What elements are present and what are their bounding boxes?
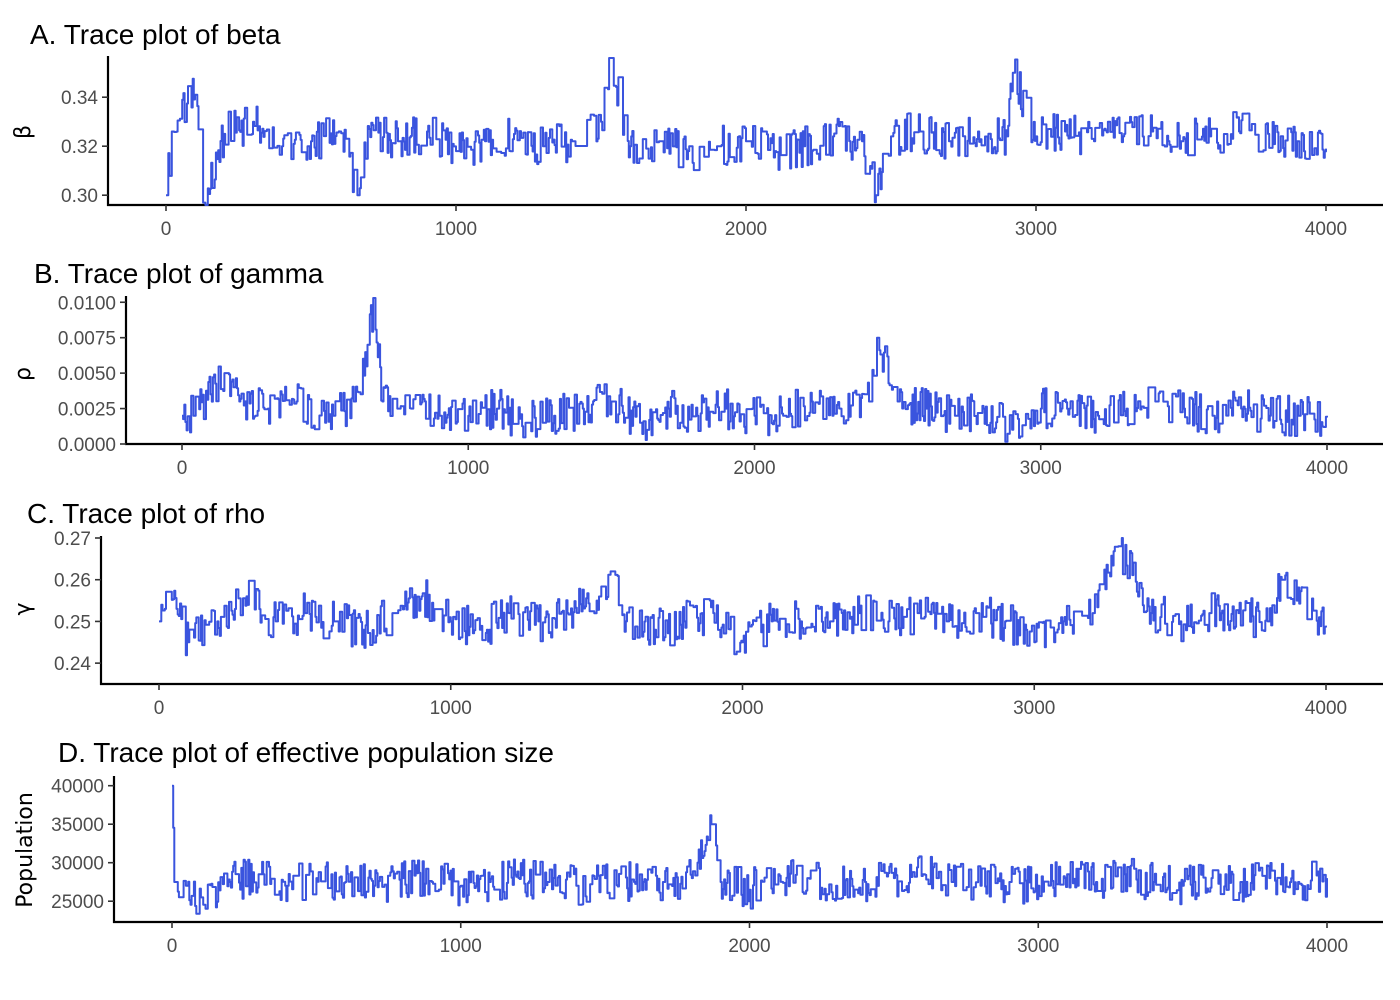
y-axis-label: Population <box>13 792 38 908</box>
x-tick-label: 0 <box>167 936 178 957</box>
y-tick-label: 35000 <box>51 815 104 836</box>
y-tick-label: 40000 <box>51 777 104 798</box>
y-tick-label: 0.32 <box>61 137 98 158</box>
x-tick-label: 1000 <box>447 458 489 479</box>
x-tick-label: 1000 <box>440 936 482 957</box>
y-tick-label: 0.27 <box>54 529 91 550</box>
y-tick-label: 30000 <box>51 854 104 875</box>
y-tick-label: 0.34 <box>61 88 98 109</box>
trace-line <box>182 297 1328 443</box>
x-tick-label: 2000 <box>733 458 775 479</box>
x-tick-label: 4000 <box>1306 458 1348 479</box>
panel-title: D. Trace plot of effective population si… <box>58 737 554 768</box>
y-axis-label: γ <box>11 602 36 615</box>
panel-1: A. Trace plot of beta β 0.30 0.32 0.34 0 1000 2… <box>11 19 1383 240</box>
panel-4: D. Trace plot of effective population si… <box>13 737 1383 957</box>
x-tick-label: 3000 <box>1015 219 1057 240</box>
x-tick-label: 2000 <box>728 936 770 957</box>
x-tick-label: 4000 <box>1305 219 1347 240</box>
y-tick-label: 0.26 <box>54 571 91 592</box>
y-tick-label: 0.24 <box>54 654 91 675</box>
panel-3: C. Trace plot of rho γ 0.24 0.25 0.26 0.27 0 10… <box>11 498 1383 719</box>
x-tick-label: 3000 <box>1013 698 1055 719</box>
panel-title: B. Trace plot of gamma <box>34 258 324 289</box>
panel-2: B. Trace plot of gamma ρ 0.0000 0.0025 0.005… <box>11 258 1383 479</box>
x-tick-label: 4000 <box>1306 936 1348 957</box>
x-tick-label: 1000 <box>435 219 477 240</box>
panel-title: A. Trace plot of beta <box>30 19 281 50</box>
x-tick-label: 1000 <box>430 698 472 719</box>
x-tick-label: 2000 <box>725 219 767 240</box>
y-axis-label: ρ <box>11 367 36 381</box>
y-tick-label: 0.25 <box>54 612 91 633</box>
y-tick-label: 0.0025 <box>58 400 116 421</box>
trace-line <box>166 57 1327 206</box>
x-tick-label: 3000 <box>1020 458 1062 479</box>
x-tick-label: 4000 <box>1305 698 1347 719</box>
x-tick-label: 3000 <box>1017 936 1059 957</box>
y-tick-label: 0.0100 <box>58 293 116 314</box>
y-tick-label: 0.0075 <box>58 329 116 350</box>
x-tick-label: 0 <box>154 698 165 719</box>
y-axis-label: β <box>11 125 36 139</box>
trace-line <box>159 537 1327 657</box>
x-tick-label: 0 <box>161 219 172 240</box>
panel-title: C. Trace plot of rho <box>27 498 265 529</box>
y-tick-label: 0.0000 <box>58 435 116 456</box>
x-tick-label: 2000 <box>721 698 763 719</box>
trace-line <box>172 784 1328 915</box>
y-tick-label: 0.0050 <box>58 364 116 385</box>
x-tick-label: 0 <box>177 458 188 479</box>
y-tick-label: 0.30 <box>61 186 98 207</box>
y-tick-label: 25000 <box>51 892 104 913</box>
